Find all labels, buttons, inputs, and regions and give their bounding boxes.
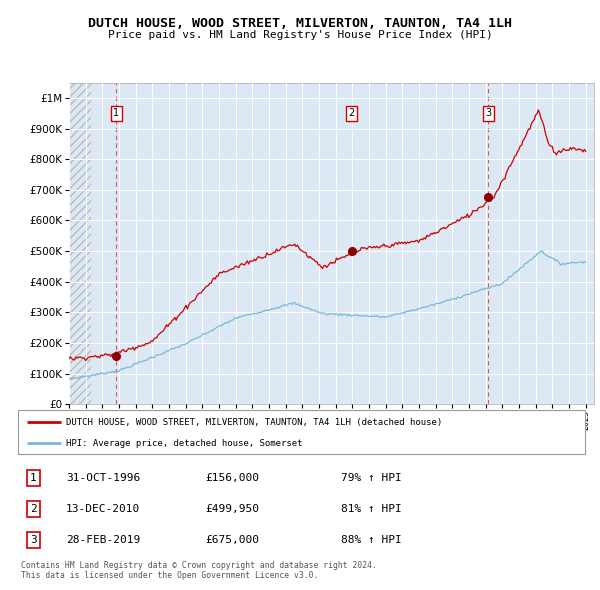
Text: 2: 2 (30, 504, 37, 514)
Text: 1: 1 (113, 108, 119, 118)
Text: 13-DEC-2010: 13-DEC-2010 (66, 504, 140, 514)
Text: 3: 3 (485, 108, 491, 118)
Text: DUTCH HOUSE, WOOD STREET, MILVERTON, TAUNTON, TA4 1LH: DUTCH HOUSE, WOOD STREET, MILVERTON, TAU… (88, 17, 512, 30)
Text: 31-OCT-1996: 31-OCT-1996 (66, 473, 140, 483)
Text: Contains HM Land Registry data © Crown copyright and database right 2024.
This d: Contains HM Land Registry data © Crown c… (21, 560, 377, 580)
Text: HPI: Average price, detached house, Somerset: HPI: Average price, detached house, Some… (66, 439, 302, 448)
Text: £499,950: £499,950 (205, 504, 259, 514)
Text: Price paid vs. HM Land Registry's House Price Index (HPI): Price paid vs. HM Land Registry's House … (107, 30, 493, 40)
Text: 1: 1 (30, 473, 37, 483)
Text: 28-FEB-2019: 28-FEB-2019 (66, 535, 140, 545)
Text: 88% ↑ HPI: 88% ↑ HPI (341, 535, 402, 545)
Text: DUTCH HOUSE, WOOD STREET, MILVERTON, TAUNTON, TA4 1LH (detached house): DUTCH HOUSE, WOOD STREET, MILVERTON, TAU… (66, 418, 442, 427)
Text: 2: 2 (349, 108, 355, 118)
Text: £675,000: £675,000 (205, 535, 259, 545)
FancyBboxPatch shape (18, 410, 585, 454)
Text: 79% ↑ HPI: 79% ↑ HPI (341, 473, 402, 483)
Text: 81% ↑ HPI: 81% ↑ HPI (341, 504, 402, 514)
Text: £156,000: £156,000 (205, 473, 259, 483)
Text: 3: 3 (30, 535, 37, 545)
